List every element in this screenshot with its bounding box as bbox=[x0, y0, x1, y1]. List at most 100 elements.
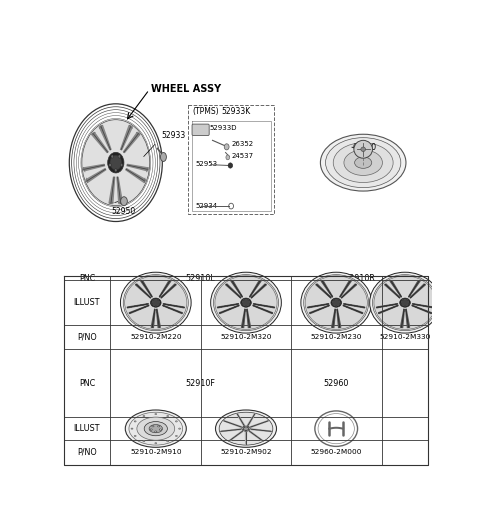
Ellipse shape bbox=[321, 134, 406, 191]
Polygon shape bbox=[400, 309, 404, 327]
Ellipse shape bbox=[151, 298, 161, 307]
Ellipse shape bbox=[144, 422, 168, 436]
Text: 52910-2M320: 52910-2M320 bbox=[220, 334, 272, 340]
Ellipse shape bbox=[241, 303, 243, 305]
Polygon shape bbox=[410, 284, 426, 298]
Ellipse shape bbox=[240, 298, 252, 307]
Ellipse shape bbox=[134, 435, 136, 436]
Polygon shape bbox=[156, 309, 160, 327]
Ellipse shape bbox=[248, 299, 249, 300]
Text: 52910-2M902: 52910-2M902 bbox=[220, 450, 272, 455]
Ellipse shape bbox=[120, 197, 127, 206]
Ellipse shape bbox=[125, 276, 187, 329]
Polygon shape bbox=[127, 164, 148, 171]
Ellipse shape bbox=[243, 427, 249, 431]
Ellipse shape bbox=[143, 415, 145, 417]
Ellipse shape bbox=[243, 299, 244, 300]
Polygon shape bbox=[241, 309, 245, 327]
Ellipse shape bbox=[152, 299, 160, 306]
Polygon shape bbox=[247, 309, 251, 327]
Ellipse shape bbox=[109, 163, 111, 167]
Ellipse shape bbox=[224, 144, 229, 150]
Polygon shape bbox=[237, 414, 245, 426]
Ellipse shape bbox=[115, 169, 117, 172]
Polygon shape bbox=[332, 309, 336, 327]
Ellipse shape bbox=[325, 138, 401, 188]
Ellipse shape bbox=[152, 426, 154, 427]
Polygon shape bbox=[341, 284, 357, 298]
Ellipse shape bbox=[110, 155, 121, 170]
Ellipse shape bbox=[176, 435, 177, 436]
Ellipse shape bbox=[155, 414, 156, 415]
Text: ILLUST: ILLUST bbox=[74, 424, 100, 433]
Polygon shape bbox=[253, 304, 275, 308]
Ellipse shape bbox=[219, 412, 273, 445]
Polygon shape bbox=[253, 305, 273, 314]
Ellipse shape bbox=[143, 441, 145, 442]
Ellipse shape bbox=[404, 306, 406, 307]
Ellipse shape bbox=[120, 163, 123, 167]
Ellipse shape bbox=[372, 275, 438, 330]
Polygon shape bbox=[221, 429, 240, 432]
Text: 52910-2M230: 52910-2M230 bbox=[311, 334, 362, 340]
Polygon shape bbox=[141, 281, 152, 297]
Text: 52933: 52933 bbox=[161, 131, 185, 140]
Ellipse shape bbox=[216, 410, 276, 447]
Ellipse shape bbox=[400, 303, 402, 305]
Polygon shape bbox=[123, 132, 140, 153]
Ellipse shape bbox=[228, 163, 233, 168]
Ellipse shape bbox=[400, 298, 410, 307]
Ellipse shape bbox=[176, 421, 177, 422]
Text: 52933K: 52933K bbox=[222, 106, 251, 115]
Polygon shape bbox=[412, 305, 432, 314]
Polygon shape bbox=[316, 284, 331, 298]
Polygon shape bbox=[92, 132, 108, 153]
Ellipse shape bbox=[331, 298, 341, 307]
Ellipse shape bbox=[242, 299, 250, 306]
Polygon shape bbox=[127, 304, 148, 308]
Polygon shape bbox=[337, 309, 341, 327]
Ellipse shape bbox=[211, 272, 281, 333]
Ellipse shape bbox=[167, 415, 168, 417]
Text: 52960: 52960 bbox=[324, 379, 349, 388]
Ellipse shape bbox=[215, 276, 277, 329]
Ellipse shape bbox=[131, 428, 133, 429]
Ellipse shape bbox=[82, 120, 150, 206]
Polygon shape bbox=[245, 432, 247, 444]
Ellipse shape bbox=[159, 429, 161, 430]
Polygon shape bbox=[344, 304, 365, 308]
Text: ILLUST: ILLUST bbox=[74, 298, 100, 307]
Text: 52933D: 52933D bbox=[210, 125, 238, 131]
Polygon shape bbox=[251, 421, 268, 427]
Polygon shape bbox=[129, 305, 149, 314]
Ellipse shape bbox=[361, 147, 365, 151]
Ellipse shape bbox=[129, 412, 182, 445]
Ellipse shape bbox=[305, 276, 367, 329]
Text: 52910-2M330: 52910-2M330 bbox=[379, 334, 431, 340]
Polygon shape bbox=[126, 169, 146, 182]
Ellipse shape bbox=[301, 272, 372, 333]
Ellipse shape bbox=[407, 299, 408, 300]
Polygon shape bbox=[310, 305, 329, 314]
Ellipse shape bbox=[123, 275, 188, 330]
Ellipse shape bbox=[167, 441, 168, 442]
Text: (TPMS): (TPMS) bbox=[192, 106, 219, 115]
Polygon shape bbox=[378, 305, 398, 314]
Ellipse shape bbox=[338, 299, 339, 300]
Text: PNC: PNC bbox=[79, 274, 95, 283]
Ellipse shape bbox=[339, 303, 341, 305]
Ellipse shape bbox=[408, 303, 410, 305]
Text: P/NO: P/NO bbox=[77, 333, 97, 341]
Polygon shape bbox=[321, 281, 333, 297]
Ellipse shape bbox=[151, 303, 153, 305]
Polygon shape bbox=[109, 177, 115, 203]
Polygon shape bbox=[384, 284, 400, 298]
Polygon shape bbox=[163, 304, 184, 308]
Polygon shape bbox=[161, 284, 176, 298]
Ellipse shape bbox=[249, 303, 251, 305]
Text: PNC: PNC bbox=[79, 379, 95, 388]
Ellipse shape bbox=[149, 425, 163, 433]
Ellipse shape bbox=[370, 272, 440, 333]
FancyBboxPatch shape bbox=[192, 124, 209, 135]
Polygon shape bbox=[229, 431, 243, 441]
